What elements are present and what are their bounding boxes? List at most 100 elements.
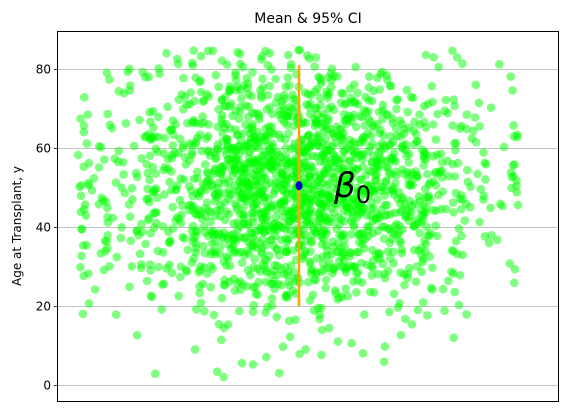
data-point [404,149,414,159]
data-point [337,195,347,204]
data-point [166,167,176,176]
data-point [366,211,376,220]
data-point [402,204,411,214]
data-point [262,256,271,265]
data-point [137,154,146,163]
data-point [79,127,89,137]
data-point [213,145,222,155]
data-point [281,144,290,153]
data-point [202,90,212,99]
data-point [427,82,437,91]
data-point [195,288,204,298]
data-point [355,112,365,121]
data-point [120,188,130,198]
data-point [272,148,282,157]
data-point [182,100,191,109]
data-point [350,150,359,159]
data-point [385,154,395,163]
data-point [428,285,437,295]
data-point [121,119,131,128]
data-point [513,200,523,210]
data-point [248,307,258,317]
data-point [383,247,393,256]
data-point [290,139,299,148]
data-point [380,342,390,351]
data-point [187,58,197,68]
data-point [495,59,504,69]
data-point [236,233,245,242]
data-point [467,134,477,143]
data-point [301,345,311,354]
data-point [196,51,206,61]
data-point [84,299,94,308]
data-point [234,114,244,123]
data-point [380,222,389,232]
data-point [299,189,308,198]
data-point [191,139,200,149]
data-point [444,276,453,286]
data-point [186,186,196,195]
data-point [400,280,409,290]
data-point [176,174,185,183]
data-point [510,278,519,288]
data-point [333,295,342,304]
data-point [236,136,246,145]
data-point [269,129,279,139]
data-point [83,110,93,119]
data-point [322,87,331,96]
data-point [480,158,490,168]
data-point [204,206,214,215]
data-point [213,183,223,193]
data-point [87,185,97,195]
data-point [456,205,466,214]
data-point [202,168,212,177]
data-point [278,342,288,352]
data-point [174,214,184,223]
data-point [146,291,156,301]
data-point [295,45,305,55]
data-point [285,332,295,342]
data-point [312,254,322,263]
data-point [315,93,325,103]
data-point [309,306,319,315]
data-point [147,132,156,142]
data-point [150,369,160,379]
data-point [242,281,252,291]
data-point [369,288,379,297]
data-point [78,241,88,250]
data-point [306,90,316,100]
data-point [454,300,464,310]
data-point [110,154,120,163]
data-point [449,208,458,217]
data-point [274,251,284,260]
data-point [193,173,202,183]
data-point [219,257,229,266]
data-point [125,282,134,292]
data-point [239,143,249,152]
data-point [283,73,293,82]
data-point [317,240,327,249]
data-point [236,85,246,94]
data-point [258,74,267,84]
data-point [384,168,394,178]
data-point [239,202,248,211]
chart-title: Mean & 95% CI [254,11,361,27]
data-point [190,96,199,106]
data-point [493,235,502,245]
data-point [431,135,441,144]
data-point [195,265,205,275]
data-point [285,81,294,90]
data-point [387,234,397,244]
data-point [250,254,259,264]
data-point [385,307,394,317]
data-point [339,147,349,157]
data-point [257,55,266,64]
data-point [295,349,304,359]
data-point [267,294,277,303]
data-point [436,149,446,159]
data-point [148,163,158,172]
data-point [290,268,299,277]
data-point [232,205,242,214]
data-point [479,148,488,157]
